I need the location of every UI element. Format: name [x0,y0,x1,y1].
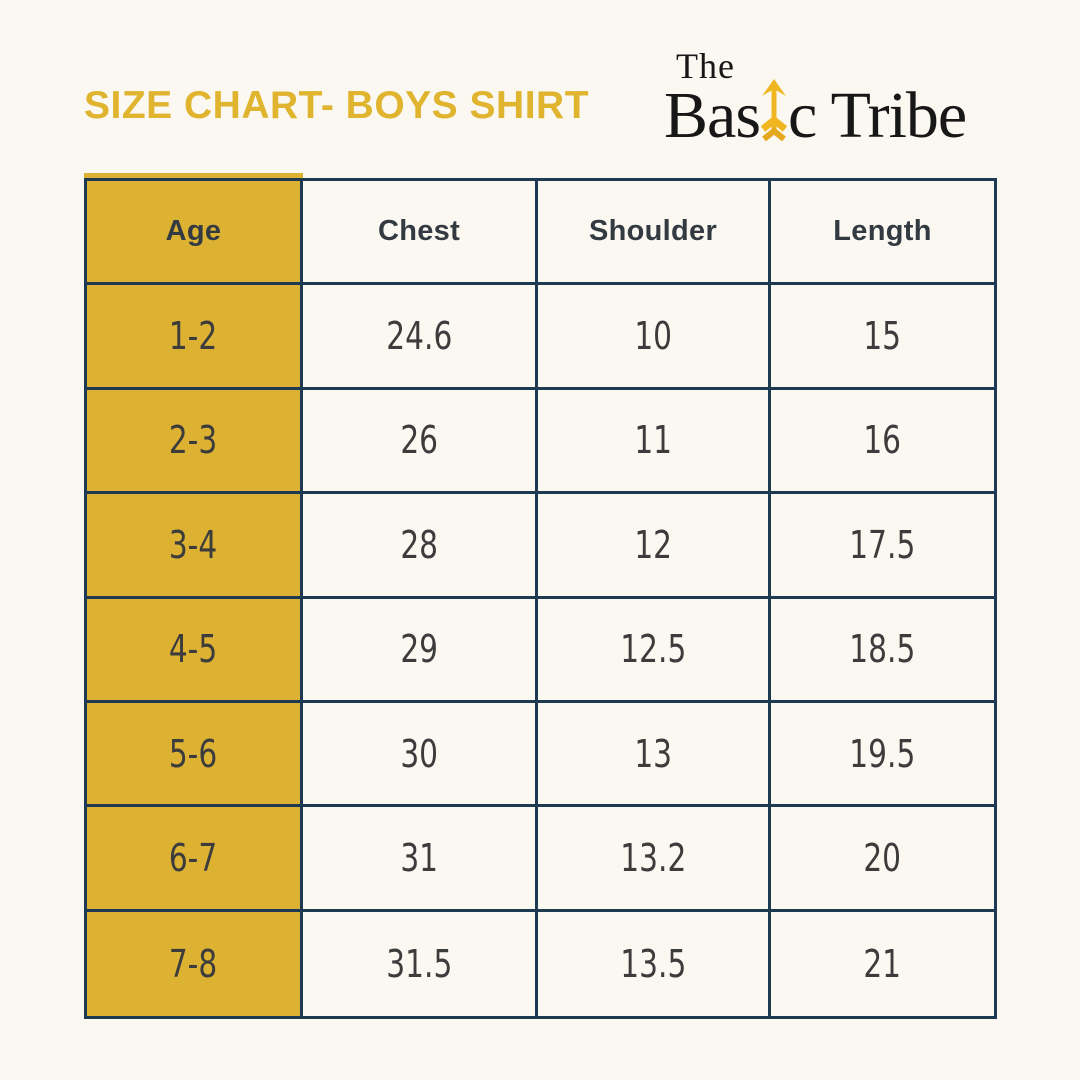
cell-value: 6-7 [169,835,218,880]
logo-text-pre-arrow: Bas [664,79,761,152]
cell-value: 4-5 [169,627,218,672]
cell-value: 30 [400,731,438,776]
up-arrow-icon [760,79,788,142]
cell-value: 29 [400,627,438,672]
header-cell-shoulder: Shoulder [538,181,771,286]
table-cell: 12.5 [538,598,771,703]
cell-value: 2-3 [169,418,218,463]
cell-value: 24.6 [385,314,452,359]
row-label-cell: 1-2 [87,285,303,390]
table-cell: 10 [538,285,771,390]
column-header-label: Length [833,215,932,248]
table-cell: 19.5 [771,703,994,808]
table-cell: 24.6 [303,285,538,390]
table-cell: 17.5 [771,494,994,599]
cell-value: 5-6 [169,731,218,776]
cell-value: 17.5 [849,522,916,567]
table-cell: 31.5 [303,911,538,1016]
cell-value: 16 [863,418,902,463]
table-cell: 30 [303,702,538,808]
row-label-cell: 2-3 [87,389,303,495]
cell-value: 28 [400,522,438,567]
cell-value: 11 [634,418,672,463]
table-cell: 26 [303,389,538,495]
logo-text-post-arrow: c Tribe [788,79,967,152]
table-cell: 13.5 [538,911,771,1016]
cell-value: 20 [863,835,902,880]
cell-value: 10 [634,314,672,359]
cell-value: 12 [634,522,672,567]
cell-value: 12.5 [619,627,686,672]
row-label-cell: 5-6 [87,702,303,808]
table-cell: 15 [771,285,994,390]
table-cell: 13.2 [538,807,771,912]
table-cell: 18.5 [771,599,994,703]
cell-value: 19.5 [849,731,916,776]
cell-value: 21 [863,941,902,986]
cell-value: 31.5 [385,941,452,986]
table-cell: 16 [771,390,994,495]
column-header-label: Shoulder [588,215,718,248]
logo-word-the: The [676,46,735,86]
table-grid: Age Chest Shoulder Length 1-2 24.6 10 15… [87,181,994,1016]
table-cell: 11 [538,389,771,495]
cell-value: 31 [400,835,438,880]
row-label-cell: 7-8 [87,911,303,1016]
cell-value: 18.5 [849,627,916,672]
row-label-cell: 4-5 [87,598,303,703]
cell-value: 13.5 [619,941,686,986]
table-cell: 29 [303,598,538,703]
table-cell: 20 [771,807,994,912]
table-cell: 12 [538,494,771,599]
row-label-cell: 6-7 [87,807,303,912]
table-cell: 21 [771,912,994,1016]
cell-value: 7-8 [169,941,218,986]
header-cell-chest: Chest [303,181,538,286]
size-chart-table: Age Chest Shoulder Length 1-2 24.6 10 15… [84,173,997,1019]
table-cell: 13 [538,702,771,808]
header-cell-length: Length [771,181,994,286]
column-header-label: Age [165,215,222,248]
table-cell: 28 [303,494,538,599]
cell-value: 13.2 [619,835,686,880]
cell-value: 15 [863,314,902,359]
header-cell-age: Age [87,181,303,286]
cell-value: 13 [634,731,672,776]
cell-value: 26 [400,418,438,463]
brand-logo: The Bas c Tribe [664,48,1014,149]
row-label-cell: 3-4 [87,494,303,599]
logo-word-basic-tribe: Bas c Tribe [664,79,1014,149]
table-cell: 31 [303,807,538,912]
cell-value: 3-4 [169,522,218,567]
column-header-label: Chest [377,215,461,248]
page-title: SIZE CHART- BOYS SHIRT [84,84,590,127]
age-column-accent-strip [84,173,303,178]
cell-value: 1-2 [169,314,218,359]
